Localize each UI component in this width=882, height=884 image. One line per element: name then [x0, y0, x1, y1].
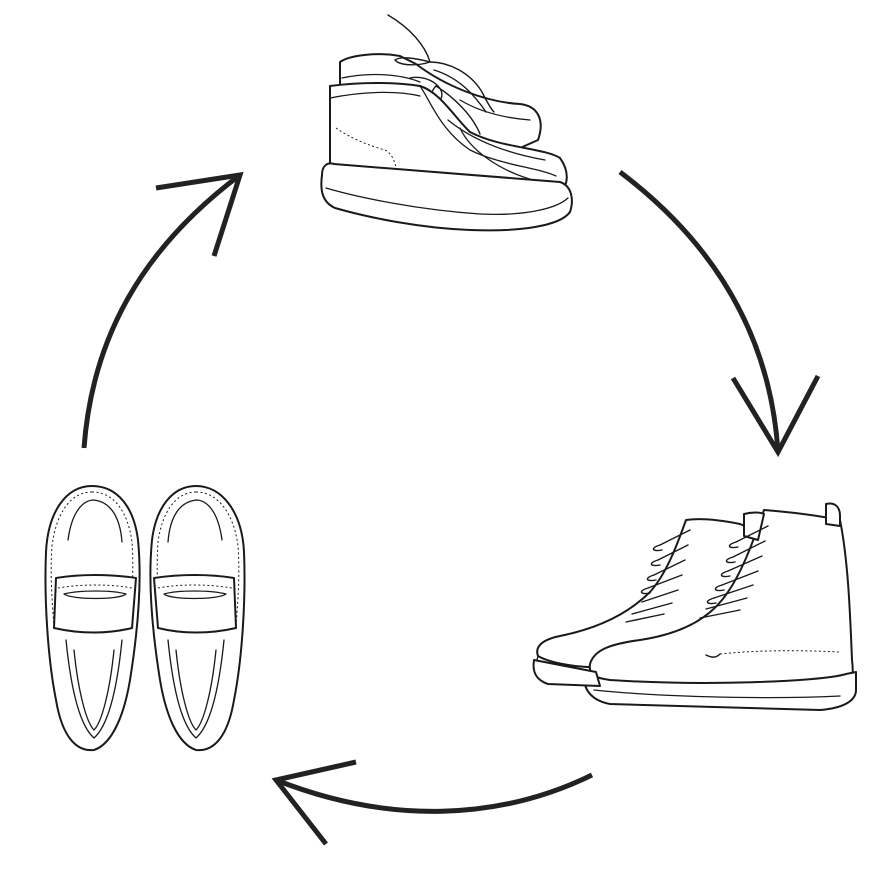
desert-boot-front: [329, 82, 568, 193]
combat-boot-sole: [532, 659, 857, 711]
loafer-left: [44, 485, 141, 752]
arrow-left-icon: [81, 171, 244, 449]
loafer-right: [149, 485, 246, 752]
loafer-icon: [44, 485, 246, 752]
combat-boot-icon: [532, 502, 857, 711]
desert-boot-sole: [320, 162, 573, 232]
arrow-bottom-icon: [271, 759, 594, 846]
cycle-arrows: [81, 170, 821, 846]
arrow-right-icon: [618, 170, 821, 458]
desert-boot-icon: [320, 14, 573, 232]
